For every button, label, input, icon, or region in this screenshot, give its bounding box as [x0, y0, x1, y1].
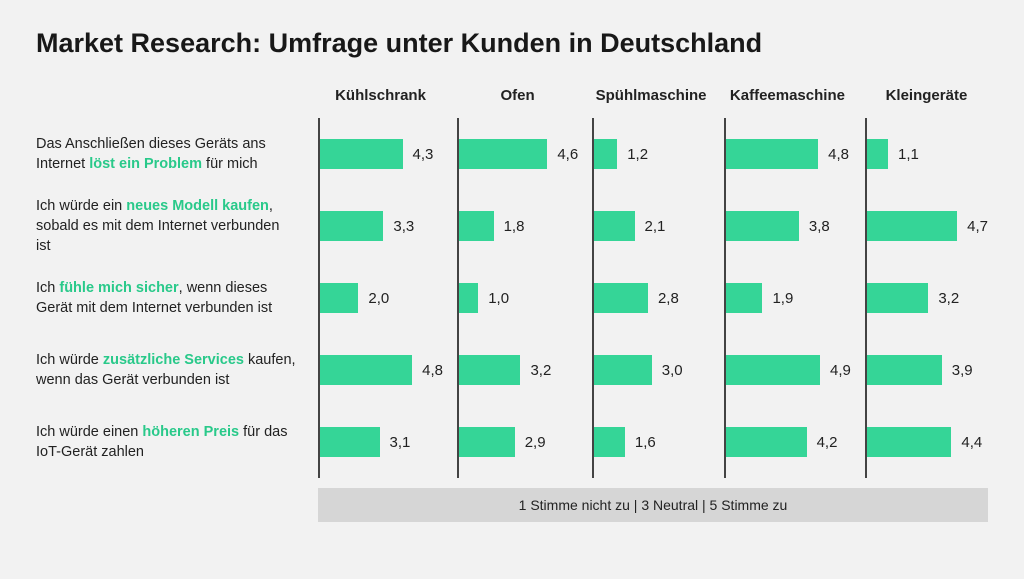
- bar-cell: 1,6: [592, 406, 710, 478]
- bar: [594, 283, 648, 313]
- bar-cell: 4,9: [724, 334, 851, 406]
- bar-value: 1,6: [635, 434, 656, 451]
- bar-value: 4,3: [413, 146, 434, 163]
- bar: [320, 139, 403, 169]
- bar: [459, 211, 494, 241]
- bar-cell: 1,0: [457, 262, 578, 334]
- bar-cell: 2,0: [318, 262, 443, 334]
- bar-value: 3,3: [393, 218, 414, 235]
- bar-value: 2,1: [645, 218, 666, 235]
- bar-cell: 3,1: [318, 406, 443, 478]
- bar: [320, 355, 412, 385]
- bar-value: 4,6: [557, 146, 578, 163]
- bar-cell: 3,8: [724, 190, 851, 262]
- bar: [320, 211, 383, 241]
- bar: [867, 283, 928, 313]
- bar-value: 2,0: [368, 290, 389, 307]
- bar: [726, 211, 799, 241]
- bar-value: 4,9: [830, 362, 851, 379]
- bar: [320, 427, 380, 457]
- bar-value: 2,9: [525, 434, 546, 451]
- bar: [594, 139, 617, 169]
- bar-cell: 1,9: [724, 262, 851, 334]
- bar-cell: 4,6: [457, 118, 578, 190]
- bar-cell: 3,9: [865, 334, 988, 406]
- column-header: Kühlschrank: [318, 87, 443, 118]
- bar: [459, 139, 547, 169]
- bar-value: 3,8: [809, 218, 830, 235]
- bar-value: 3,2: [938, 290, 959, 307]
- bar-value: 4,7: [967, 218, 988, 235]
- bar-value: 3,1: [390, 434, 411, 451]
- bar-value: 1,1: [898, 146, 919, 163]
- header-spacer: [36, 87, 304, 118]
- bar: [459, 283, 478, 313]
- row-label-highlight: höheren Preis: [142, 424, 239, 440]
- bar: [867, 139, 888, 169]
- bar-value: 4,8: [422, 362, 443, 379]
- bar-value: 1,0: [488, 290, 509, 307]
- bar-cell: 4,8: [724, 118, 851, 190]
- row-label-pre: Ich: [36, 280, 59, 296]
- bar: [726, 355, 820, 385]
- bar-cell: 3,2: [865, 262, 988, 334]
- bar-cell: 1,1: [865, 118, 988, 190]
- bar-value: 3,9: [952, 362, 973, 379]
- survey-chart: Kühlschrank Ofen Spühlmaschine Kaffeemaschi…: [36, 87, 988, 522]
- scale-legend: 1 Stimme nicht zu | 3 Neutral | 5 Stimme…: [318, 488, 988, 522]
- column-header: Kleingeräte: [865, 87, 988, 118]
- bar-value: 3,2: [530, 362, 551, 379]
- page-title: Market Research: Umfrage unter Kunden in…: [36, 28, 988, 59]
- bar-value: 4,4: [961, 434, 982, 451]
- bar: [867, 211, 957, 241]
- row-label: Ich würde ein neues Modell kaufen, sobal…: [36, 190, 304, 262]
- bar: [320, 283, 358, 313]
- bar-cell: 1,2: [592, 118, 710, 190]
- bar: [726, 427, 807, 457]
- bar: [459, 355, 520, 385]
- bar-value: 2,8: [658, 290, 679, 307]
- row-label-pre: Ich würde einen: [36, 424, 142, 440]
- bar: [594, 211, 634, 241]
- bar: [726, 283, 762, 313]
- bar-cell: 4,2: [724, 406, 851, 478]
- bar: [726, 139, 818, 169]
- bar-value: 1,8: [504, 218, 525, 235]
- row-label-highlight: löst ein Problem: [89, 156, 202, 172]
- bar-cell: 2,1: [592, 190, 710, 262]
- bar-cell: 4,7: [865, 190, 988, 262]
- row-label-pre: Ich würde: [36, 352, 103, 368]
- row-label-highlight: neues Modell kaufen: [126, 198, 269, 214]
- bar-cell: 3,0: [592, 334, 710, 406]
- bar: [867, 355, 942, 385]
- row-label: Das Anschließen dieses Geräts ans Intern…: [36, 118, 304, 190]
- row-label-pre: Ich würde ein: [36, 198, 126, 214]
- bar-cell: 1,8: [457, 190, 578, 262]
- bar-cell: 4,3: [318, 118, 443, 190]
- bar-value: 4,8: [828, 146, 849, 163]
- bar-cell: 2,8: [592, 262, 710, 334]
- bar-cell: 4,8: [318, 334, 443, 406]
- row-label-highlight: zusätzliche Services: [103, 352, 244, 368]
- row-label: Ich würde zusätzliche Services kaufen, w…: [36, 334, 304, 406]
- bar-cell: 3,3: [318, 190, 443, 262]
- column-header: Kaffeemaschine: [724, 87, 851, 118]
- bar-cell: 2,9: [457, 406, 578, 478]
- bar-cell: 3,2: [457, 334, 578, 406]
- bar: [459, 427, 515, 457]
- column-header: Ofen: [457, 87, 578, 118]
- bar: [594, 355, 652, 385]
- bar: [867, 427, 951, 457]
- column-header: Spühlmaschine: [592, 87, 710, 118]
- bar-cell: 4,4: [865, 406, 988, 478]
- bar-value: 4,2: [817, 434, 838, 451]
- row-label: Ich fühle mich sicher, wenn dieses Gerät…: [36, 262, 304, 334]
- bar: [594, 427, 625, 457]
- row-label-highlight: fühle mich sicher: [59, 280, 178, 296]
- row-label: Ich würde einen höheren Preis für das Io…: [36, 406, 304, 478]
- bar-value: 1,2: [627, 146, 648, 163]
- bar-value: 3,0: [662, 362, 683, 379]
- bar-value: 1,9: [772, 290, 793, 307]
- row-label-post: für mich: [202, 156, 258, 172]
